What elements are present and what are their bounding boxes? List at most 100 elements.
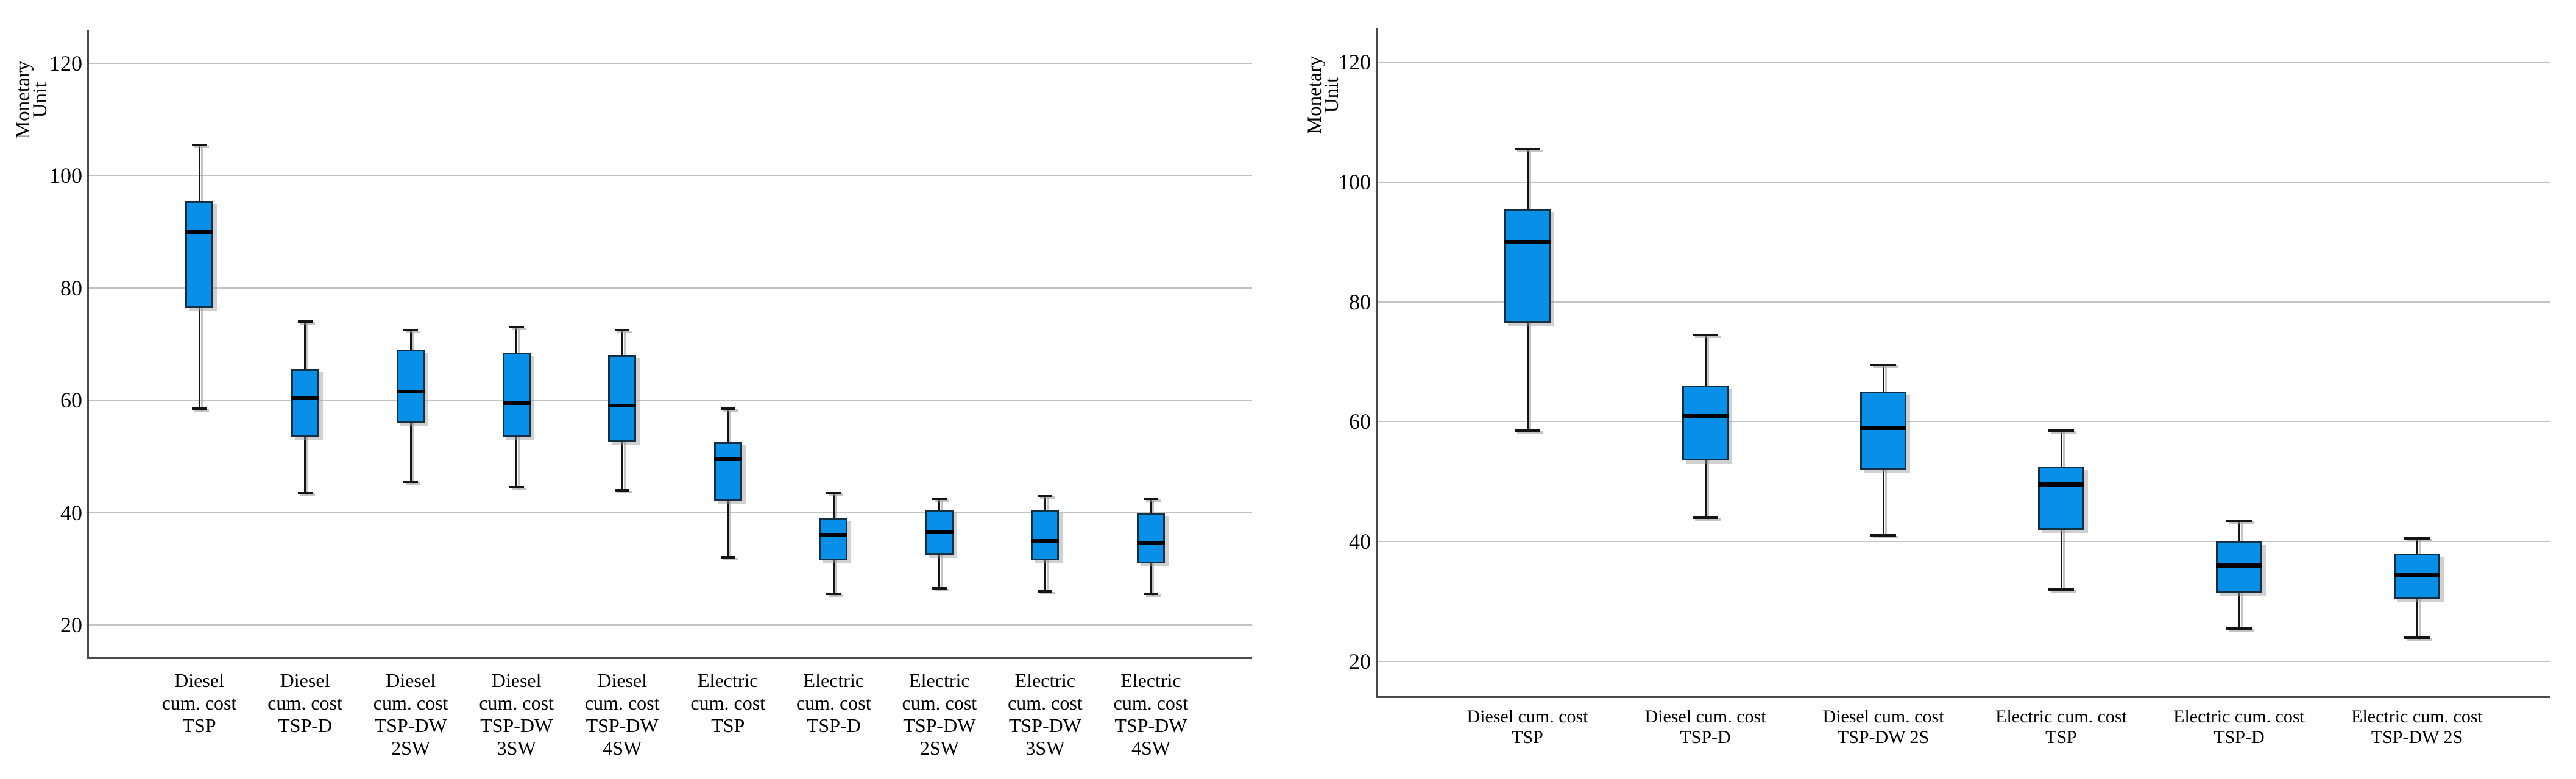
x-axis-line (1376, 696, 2550, 698)
whisker-cap-bottom (2226, 627, 2252, 630)
iqr-box (608, 355, 637, 443)
y-tick-label-40: 40 (60, 500, 82, 525)
grid-line-20 (89, 624, 1252, 626)
median-line (397, 390, 425, 394)
category-label: Diesel cum. cost TSP-D (1644, 707, 1766, 747)
whisker-cap-bottom (403, 480, 419, 483)
median-line (502, 401, 531, 405)
iqr-box (1682, 386, 1729, 461)
grid-line-120 (89, 63, 1252, 64)
y-axis-line (1376, 28, 1378, 698)
iqr-box (713, 442, 742, 502)
y-tick-label-20: 20 (1349, 649, 1371, 674)
whisker-cap-top (192, 143, 207, 146)
grid-line-80 (89, 287, 1252, 289)
whisker-cap-top (1693, 333, 1718, 336)
median-line (713, 457, 742, 461)
grid-line-40 (1378, 541, 2550, 543)
category-label: Electric cum. cost TSP-DW 2SW (902, 669, 977, 759)
category-label: Electric cum. cost TSP-D (796, 669, 871, 736)
iqr-box (1136, 512, 1165, 563)
grid-line-100 (1378, 181, 2550, 183)
median-line (291, 395, 319, 400)
y-tick-label-120: 120 (1338, 50, 1371, 74)
whisker-cap-bottom (1038, 590, 1053, 593)
category-label: Diesel cum. cost TSP-D (267, 669, 342, 736)
y-tick-label-120: 120 (49, 51, 82, 76)
y-tick-label-100: 100 (1338, 169, 1371, 194)
y-tick-label-20: 20 (60, 613, 82, 637)
category-label: Diesel cum. cost TSP (1467, 707, 1588, 747)
whisker-cap-top (720, 407, 735, 411)
whisker-cap-bottom (826, 593, 841, 596)
whisker-cap-top (297, 320, 313, 323)
y-tick-label-80: 80 (1349, 289, 1371, 314)
whisker-cap-top (2226, 519, 2252, 522)
y-tick-label-80: 80 (60, 275, 82, 300)
iqr-box (397, 350, 425, 423)
median-line (819, 533, 848, 537)
grid-line-60 (1378, 421, 2550, 423)
median-line (185, 230, 213, 234)
iqr-box (819, 518, 848, 560)
grid-line-100 (89, 175, 1252, 177)
iqr-box (1031, 509, 1060, 560)
category-label: Electric cum. cost TSP-D (2173, 707, 2305, 747)
whisker-cap-top (1515, 147, 1540, 150)
x-axis-line (87, 657, 1252, 659)
y-tick-label-40: 40 (1349, 529, 1371, 554)
whisker-cap-bottom (192, 407, 207, 411)
median-line (1504, 239, 1551, 244)
median-line (608, 404, 637, 408)
whisker-cap-top (1870, 363, 1896, 366)
category-label: Diesel cum. cost TSP-DW 3SW (479, 669, 554, 759)
iqr-box (502, 352, 531, 437)
whisker-cap-top (1038, 494, 1053, 497)
y-tick-label-100: 100 (49, 163, 82, 188)
whisker-cap-bottom (1143, 593, 1158, 596)
y-tick-label-60: 60 (60, 388, 82, 413)
whisker-cap-top (932, 497, 947, 500)
category-label: Electric cum. cost TSP-DW 3SW (1008, 669, 1083, 759)
y-tick-label-60: 60 (1349, 409, 1371, 434)
iqr-box (1860, 392, 1906, 470)
whisker-cap-bottom (297, 492, 313, 495)
iqr-box (185, 200, 213, 308)
category-label: Diesel cum. cost TSP-DW 2SW (373, 669, 448, 759)
whisker-cap-bottom (932, 587, 947, 590)
median-line (1136, 541, 1165, 546)
grid-line-40 (89, 512, 1252, 513)
iqr-box (2038, 467, 2084, 530)
grid-line-80 (1378, 301, 2550, 303)
y-axis-line (87, 30, 89, 659)
category-label: Diesel cum. cost TSP-DW 2S (1822, 707, 1944, 747)
whisker-cap-bottom (1693, 516, 1718, 519)
whisker-cap-top (509, 326, 524, 329)
whisker-cap-bottom (2048, 588, 2074, 591)
whisker-cap-top (826, 492, 841, 495)
iqr-box (291, 369, 319, 437)
whisker-cap-bottom (1870, 534, 1896, 537)
median-line (2216, 563, 2262, 568)
median-line (1031, 538, 1060, 543)
grid-line-20 (1378, 661, 2550, 662)
median-line (1682, 414, 1729, 418)
y-axis-title: Monetary Unit (1304, 55, 1343, 135)
category-label: Electric cum. cost TSP (690, 669, 766, 736)
whisker-cap-top (403, 328, 419, 331)
whisker-cap-top (2404, 537, 2430, 540)
whisker-cap-bottom (2404, 636, 2430, 639)
category-label: Diesel cum. cost TSP (161, 669, 237, 736)
whisker-cap-bottom (1515, 429, 1540, 432)
category-label: Electric cum. cost TSP (1995, 707, 2127, 747)
whisker-cap-bottom (615, 488, 630, 492)
whisker-cap-bottom (720, 556, 735, 559)
whisker-cap-top (615, 328, 630, 331)
whisker-cap-bottom (509, 486, 524, 489)
median-line (1860, 425, 1906, 430)
category-label: Electric cum. cost TSP-DW 2S (2351, 707, 2483, 747)
category-label: Electric cum. cost TSP-DW 4SW (1113, 669, 1189, 759)
